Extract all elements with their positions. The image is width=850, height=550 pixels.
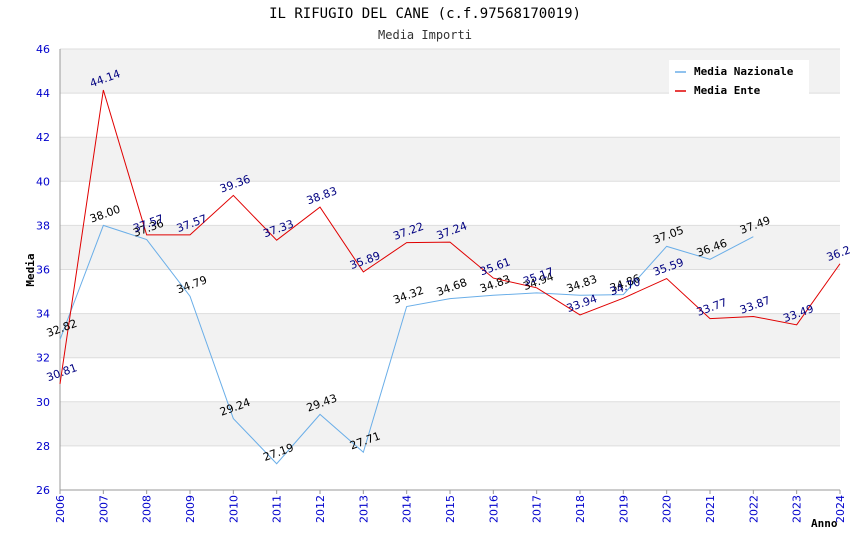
y-tick-label: 46 — [36, 43, 50, 56]
x-tick-label: 2022 — [747, 495, 760, 523]
x-tick-label: 2009 — [184, 495, 197, 523]
axes — [59, 49, 841, 494]
legend: Media Nazionale Media Ente — [669, 60, 809, 98]
x-tick-label: 2008 — [141, 495, 154, 523]
legend-box — [669, 60, 809, 98]
grid-lines — [60, 48, 840, 491]
grid-band — [60, 313, 840, 358]
y-tick-label: 38 — [36, 219, 50, 232]
x-tick-label: 2010 — [227, 495, 240, 523]
y-tick-label: 44 — [36, 87, 50, 100]
x-tick-labels: 2006 2007 2008 2009 2010 2011 2012 2013 2014 2015… — [54, 495, 847, 523]
y-tick-label: 28 — [36, 440, 50, 453]
x-tick-label: 2023 — [791, 495, 804, 523]
x-tick-label: 2006 — [54, 495, 67, 523]
x-tick-label: 2007 — [97, 495, 110, 523]
data-label-ente: 38.83 — [305, 184, 339, 207]
x-tick-label: 2020 — [661, 495, 674, 523]
x-tick-label: 2013 — [357, 495, 370, 523]
x-tick-label: 2018 — [574, 495, 587, 523]
x-axis-label: Anno — [811, 517, 838, 530]
x-tick-label: 2015 — [444, 495, 457, 523]
y-tick-label: 36 — [36, 264, 50, 277]
series-line-nazionale — [59, 224, 754, 465]
y-tick-label: 42 — [36, 131, 50, 144]
x-tick-label: 2019 — [617, 495, 630, 523]
y-tick-labels: 26 28 30 32 34 36 38 40 42 44 46 — [36, 43, 50, 497]
chart-title: IL RIFUGIO DEL CANE (c.f.97568170019) — [269, 6, 581, 22]
x-tick-label: 2017 — [531, 495, 544, 523]
series-line-ente — [59, 89, 841, 385]
x-tick-label: 2011 — [271, 495, 284, 523]
y-tick-label: 32 — [36, 352, 50, 365]
legend-label-nazionale: Media Nazionale — [694, 65, 794, 78]
legend-label-ente: Media Ente — [694, 84, 761, 97]
x-tick-label: 2012 — [314, 495, 327, 523]
grid-band — [60, 225, 840, 270]
chart-subtitle: Media Importi — [378, 28, 472, 42]
grid-band — [60, 401, 840, 446]
y-tick-label: 30 — [36, 396, 50, 409]
x-tick-label: 2016 — [487, 495, 500, 523]
y-tick-label: 34 — [36, 308, 50, 321]
grid-bands — [60, 49, 840, 446]
y-tick-label: 26 — [36, 484, 50, 497]
y-tick-label: 40 — [36, 175, 50, 188]
x-tick-label: 2014 — [401, 495, 414, 523]
data-label-nazionale: 38.00 — [88, 203, 122, 226]
x-tick-label: 2021 — [704, 495, 717, 523]
grid-band — [60, 137, 840, 182]
series-lines — [59, 89, 841, 465]
data-label-nazionale: 34.68 — [435, 276, 469, 299]
data-label-nazionale: 34.79 — [175, 273, 209, 296]
y-axis-label: Media — [24, 253, 37, 286]
x-tick-label: 2024 — [834, 495, 847, 523]
data-label-nazionale: 34.32 — [391, 284, 425, 307]
